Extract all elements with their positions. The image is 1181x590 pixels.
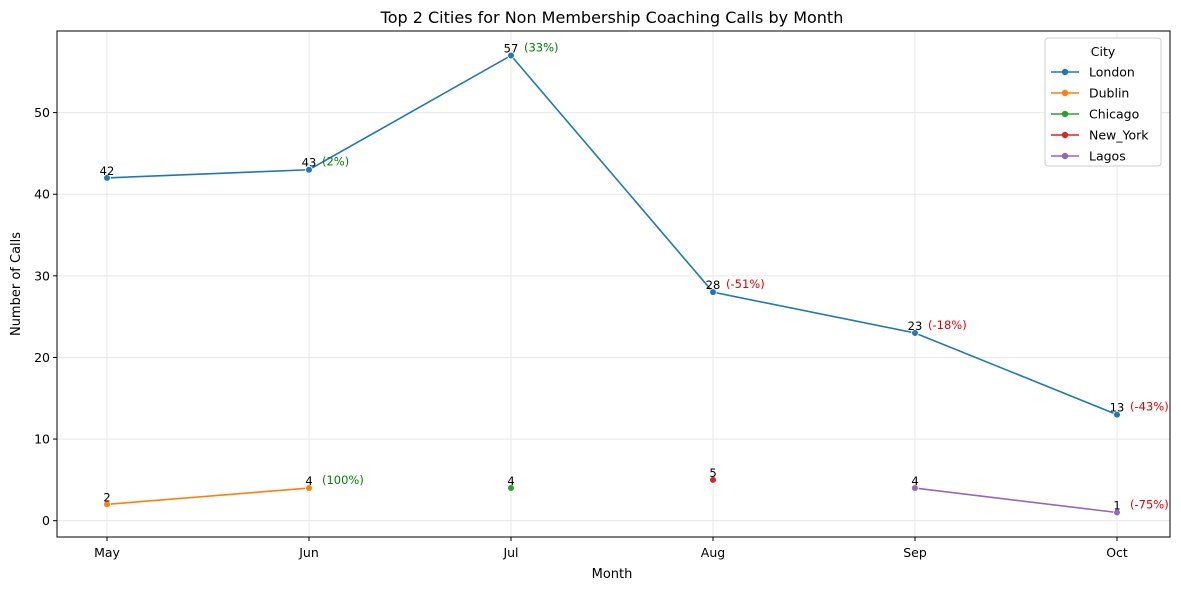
- legend-label: New_York: [1089, 128, 1149, 143]
- percent-change-label: (-18%): [928, 318, 967, 332]
- value-label: 2: [103, 490, 110, 504]
- percent-change-label: (33%): [524, 40, 559, 54]
- legend-items: London Dublin Chicago New_York Lagos: [1051, 65, 1149, 164]
- legend-marker: [1061, 68, 1069, 76]
- data-point: [1113, 410, 1121, 419]
- value-label: 57: [504, 41, 519, 55]
- data-point: [709, 288, 717, 296]
- data-point: [911, 329, 919, 337]
- series-chicago: [507, 484, 515, 492]
- percent-change-label: (-51%): [726, 277, 765, 291]
- y-tick-label: 30: [34, 268, 50, 283]
- y-tick-label: 20: [34, 350, 50, 365]
- value-label: 5: [709, 466, 716, 480]
- data-point: [103, 500, 111, 509]
- percent-change-label: (2%): [322, 155, 349, 169]
- x-tick-label: Aug: [701, 545, 725, 560]
- data-point: [305, 484, 313, 492]
- data-point: [507, 484, 515, 492]
- legend-marker: [1061, 110, 1069, 118]
- legend-marker: [1061, 89, 1069, 97]
- series-new-york: [709, 476, 717, 484]
- legend-item-lagos: Lagos: [1051, 149, 1126, 164]
- data-point: [507, 51, 515, 60]
- data-point: [103, 174, 111, 182]
- data-point: [1113, 508, 1121, 517]
- percent-change-label: (100%): [322, 473, 364, 487]
- value-label: 1: [1113, 499, 1120, 513]
- plot-area: [56, 30, 1171, 538]
- value-label: 42: [100, 164, 115, 178]
- series-line: [106, 54, 1118, 416]
- y-tick-label: 40: [34, 187, 50, 202]
- x-tick-label: May: [94, 545, 120, 560]
- data-point: [911, 484, 919, 492]
- legend: City London Dublin Chicago New_York Lagos: [1044, 37, 1162, 167]
- y-tick-label: 0: [42, 513, 50, 528]
- series-layer: [103, 51, 1121, 517]
- x-tick-label: Sep: [903, 545, 927, 560]
- y-axis-label: Number of Calls: [9, 232, 24, 336]
- ticks-layer: 0 10 20 30 40 50 May Jun Jul Aug Sep Oct: [34, 105, 1128, 560]
- data-point: [709, 476, 717, 484]
- y-tick-label: 50: [34, 105, 50, 120]
- legend-item-london: London: [1051, 65, 1135, 80]
- value-label: 23: [908, 319, 923, 333]
- legend-item-dublin: Dublin: [1051, 86, 1129, 101]
- legend-title: City: [1091, 44, 1116, 59]
- legend-item-chicago: Chicago: [1051, 107, 1139, 122]
- data-labels-layer: 42 43 (2%) 57 (33%) 28 (-51%) 23 (-18%) 13 (-43%) 2…: [100, 40, 1169, 512]
- legend-marker: [1061, 152, 1069, 160]
- value-label: 4: [911, 474, 918, 488]
- legend-item-new-york: New_York: [1051, 128, 1149, 143]
- percent-change-label: (-75%): [1130, 498, 1169, 512]
- series-london: [103, 51, 1121, 419]
- legend-label: Lagos: [1089, 149, 1126, 164]
- percent-change-label: (-43%): [1130, 400, 1169, 414]
- data-point: [305, 165, 313, 174]
- legend-marker: [1061, 131, 1069, 139]
- value-label: 28: [706, 278, 721, 292]
- grid-layer: [57, 31, 1170, 537]
- value-label: 4: [507, 474, 514, 488]
- series-line: [914, 487, 1118, 514]
- series-lagos: [911, 484, 1121, 517]
- x-tick-label: Oct: [1106, 545, 1128, 560]
- series-dublin: [103, 484, 313, 509]
- x-tick-label: Jun: [298, 545, 319, 560]
- chart-title: Top 2 Cities for Non Membership Coaching…: [380, 8, 844, 27]
- legend-box: [1044, 37, 1162, 167]
- legend-label: London: [1089, 65, 1135, 80]
- x-axis-label: Month: [592, 567, 633, 582]
- y-tick-label: 10: [34, 432, 50, 447]
- legend-label: Chicago: [1089, 107, 1139, 122]
- series-line: [106, 487, 310, 506]
- x-tick-label: Jul: [502, 545, 518, 560]
- value-label: 4: [305, 474, 312, 488]
- value-label: 43: [302, 156, 317, 170]
- value-label: 13: [1110, 401, 1125, 415]
- legend-label: Dublin: [1089, 86, 1129, 101]
